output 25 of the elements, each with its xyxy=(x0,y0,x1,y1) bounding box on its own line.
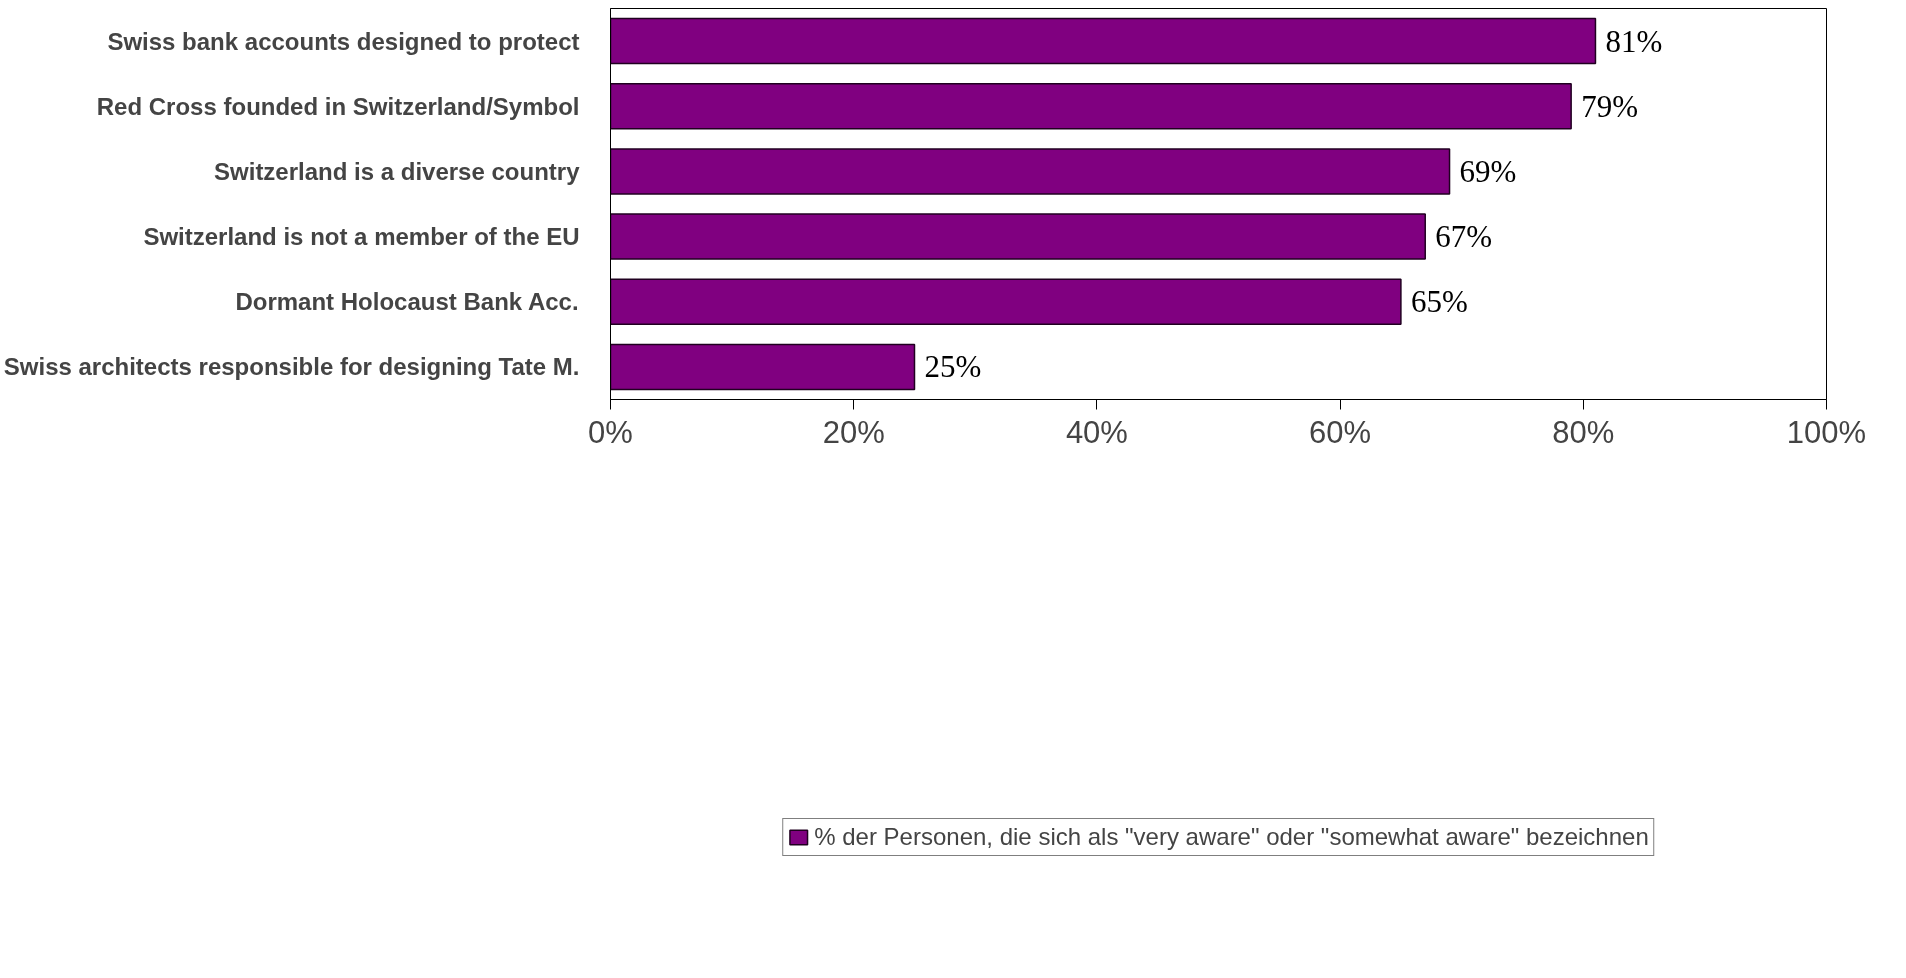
x-tick-label: 0% xyxy=(588,414,633,450)
text: 67% xyxy=(1435,219,1493,255)
y-tick-label: Switzerland is a diverse country xyxy=(214,157,581,185)
bar xyxy=(610,17,1597,65)
x-tick-label: 80% xyxy=(1552,414,1615,450)
x-tick-label: 60% xyxy=(1309,414,1372,450)
x-tick-label: 100% xyxy=(1786,414,1867,450)
x-tick-label: 40% xyxy=(1065,414,1128,450)
bar xyxy=(610,343,916,391)
bar xyxy=(610,213,1426,260)
text: 69% xyxy=(1459,153,1517,189)
y-tick-label: Switzerland is not a member of the EU xyxy=(143,223,580,251)
text: 25% xyxy=(924,349,982,385)
y-tick-label: Dormant Holocaust Bank Acc. xyxy=(235,288,579,316)
y-tick-label: Swiss architects responsible for designing Tate M. xyxy=(3,353,580,381)
text: 79% xyxy=(1581,88,1638,124)
bar xyxy=(610,148,1451,195)
x-tick-label: 20% xyxy=(822,414,885,450)
y-tick-label: Swiss bank accounts designed to protect xyxy=(107,27,580,55)
legend-label: % der Personen, die sich als "very aware" oder "somewhat aware" bezeichnen xyxy=(814,823,1649,851)
y-tick-label: Red Cross founded in Switzerland/Symbol xyxy=(96,92,580,120)
bar xyxy=(610,83,1572,130)
bar xyxy=(610,278,1402,325)
text: 81% xyxy=(1605,23,1663,59)
text: 65% xyxy=(1410,284,1468,320)
